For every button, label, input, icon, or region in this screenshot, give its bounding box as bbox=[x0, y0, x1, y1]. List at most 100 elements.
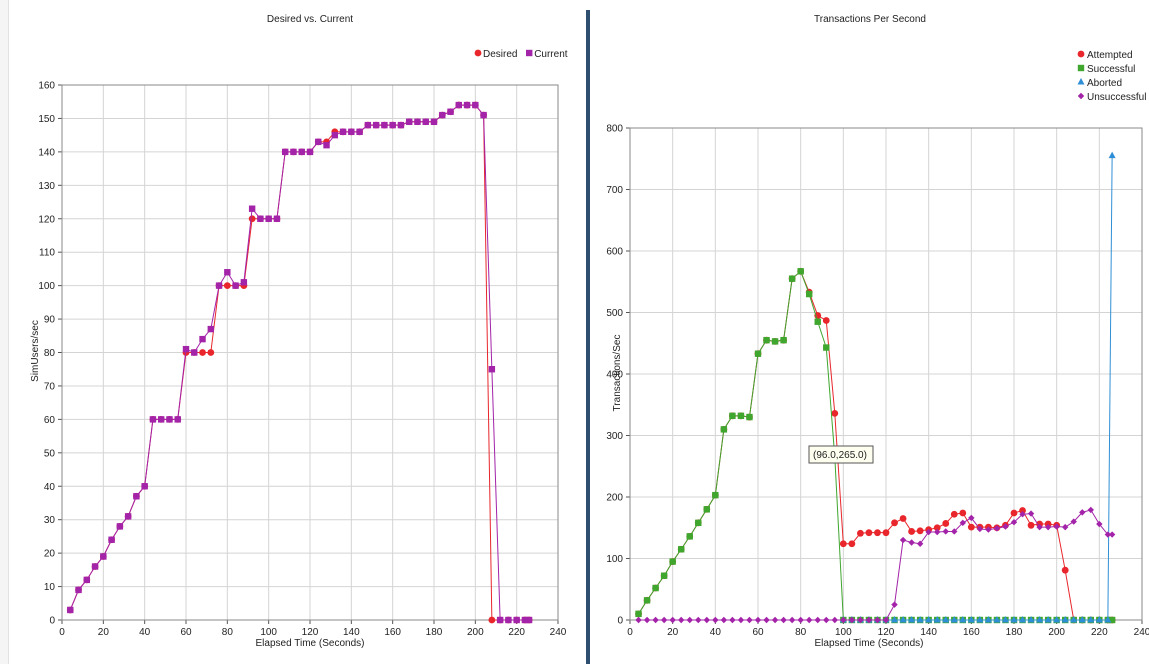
current-point bbox=[480, 111, 487, 119]
current-point bbox=[323, 141, 330, 149]
x-tick-label: 40 bbox=[139, 627, 151, 638]
current-point bbox=[298, 148, 305, 156]
current-point bbox=[430, 118, 438, 125]
unsuccessful-point bbox=[831, 616, 838, 624]
successful-point bbox=[754, 350, 762, 357]
unsuccessful-point bbox=[643, 616, 651, 624]
desired-point bbox=[488, 616, 496, 624]
y-axis-label: SimUsers/sec bbox=[30, 320, 41, 382]
aborted-point bbox=[1044, 616, 1052, 623]
legend-current-label: Current bbox=[534, 49, 568, 60]
aborted-point bbox=[1070, 616, 1078, 623]
unsuccessful-point bbox=[985, 526, 992, 533]
x-tick-label: 120 bbox=[302, 627, 319, 638]
x-tick-label: 200 bbox=[467, 627, 484, 638]
unsuccessful-point bbox=[754, 616, 762, 624]
x-tick-label: 80 bbox=[795, 627, 807, 638]
aborted-point bbox=[959, 616, 967, 623]
unsuccessful-point bbox=[899, 536, 907, 544]
successful-point bbox=[1108, 616, 1116, 624]
legend-desired-marker bbox=[474, 49, 482, 57]
x-tick-label: 140 bbox=[343, 627, 360, 638]
y-tick-label: 70 bbox=[44, 381, 56, 392]
series-group bbox=[66, 101, 533, 624]
y-tick-label: 150 bbox=[38, 114, 55, 125]
current-point bbox=[339, 128, 347, 136]
current-point bbox=[406, 118, 413, 125]
x-tick-label: 100 bbox=[260, 627, 277, 638]
current-point bbox=[91, 563, 99, 570]
legend-unsuccessful-label: Unsuccessful bbox=[1087, 92, 1146, 103]
unsuccessful-point bbox=[1036, 523, 1043, 531]
grid bbox=[61, 84, 559, 621]
current-point bbox=[513, 616, 520, 624]
unsuccessful-point bbox=[635, 616, 642, 624]
successful-point bbox=[669, 558, 676, 565]
y-tick-label: 40 bbox=[44, 482, 56, 493]
current-point bbox=[331, 131, 338, 139]
attempted-point bbox=[822, 317, 830, 324]
desired-point bbox=[199, 349, 206, 356]
y-tick-label: 200 bbox=[606, 493, 623, 504]
y-tick-label: 800 bbox=[606, 124, 623, 135]
y-tick-label: 20 bbox=[44, 549, 56, 560]
y-tick-label: 300 bbox=[606, 431, 623, 442]
current-point bbox=[282, 148, 289, 156]
successful-point bbox=[823, 344, 830, 351]
successful-point bbox=[806, 290, 813, 298]
current-point bbox=[67, 606, 74, 614]
unsuccessful-point bbox=[908, 539, 915, 546]
unsuccessful-point bbox=[788, 616, 796, 624]
aborted-point bbox=[933, 616, 941, 623]
x-tick-label: 120 bbox=[878, 627, 895, 638]
desired-point bbox=[248, 215, 256, 223]
unsuccessful-point bbox=[934, 528, 941, 536]
successful-point bbox=[729, 412, 736, 420]
successful-point bbox=[780, 336, 787, 344]
attempted-point bbox=[857, 529, 864, 537]
successful-point bbox=[695, 519, 702, 527]
desired-vs-current-chart: Desired vs. Current 0 20 40 60 80 100 120 140 16… bbox=[30, 14, 568, 649]
unsuccessful-point bbox=[814, 616, 821, 624]
unsuccessful-point bbox=[874, 616, 881, 624]
aborted-point bbox=[1036, 616, 1044, 623]
unsuccessful-point bbox=[729, 616, 736, 624]
aborted-point bbox=[1027, 616, 1035, 623]
aborted-point bbox=[1078, 616, 1086, 623]
current-point bbox=[232, 282, 239, 289]
successful-point bbox=[746, 413, 753, 421]
unsuccessful-point bbox=[806, 616, 813, 624]
y-tick-label: 100 bbox=[606, 554, 623, 565]
unsuccessful-point bbox=[1062, 523, 1069, 531]
attempted-point bbox=[950, 510, 958, 518]
current-point bbox=[290, 148, 297, 156]
x-axis-label: Elapsed Time (Seconds) bbox=[256, 638, 365, 649]
current-point bbox=[199, 335, 206, 343]
panel-splitter[interactable] bbox=[586, 10, 590, 664]
attempted-line bbox=[638, 270, 1113, 621]
unsuccessful-point bbox=[669, 616, 676, 624]
y-tick-label: 500 bbox=[606, 308, 623, 319]
series-group bbox=[635, 151, 1116, 624]
unsuccessful-point bbox=[857, 616, 864, 624]
current-point bbox=[463, 101, 471, 109]
y-tick-label: 0 bbox=[49, 616, 55, 627]
y-tick-label: 400 bbox=[606, 370, 623, 381]
attempted-point bbox=[1019, 507, 1026, 514]
aborted-point bbox=[1053, 616, 1061, 623]
attempted-point bbox=[1061, 566, 1069, 574]
unsuccessful-point bbox=[712, 616, 719, 624]
chart-title: Transactions Per Second bbox=[814, 14, 926, 25]
current-point bbox=[108, 536, 115, 543]
unsuccessful-point bbox=[891, 601, 898, 608]
current-point bbox=[257, 215, 264, 222]
unsuccessful-point bbox=[1002, 523, 1009, 530]
successful-point bbox=[652, 584, 659, 592]
aborted-point bbox=[1001, 616, 1009, 623]
attempted-point bbox=[933, 524, 941, 532]
successful-point bbox=[737, 412, 745, 420]
attempted-point bbox=[908, 528, 915, 535]
current-point bbox=[422, 118, 429, 125]
x-tick-label: 180 bbox=[1006, 627, 1023, 638]
x-tick-label: 240 bbox=[1134, 627, 1149, 638]
